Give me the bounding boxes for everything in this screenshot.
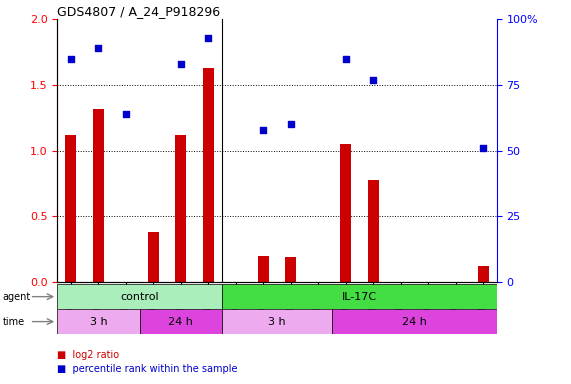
Text: ■  log2 ratio: ■ log2 ratio <box>57 350 119 360</box>
Point <box>121 111 130 117</box>
Bar <box>203 68 214 282</box>
Point <box>259 127 268 133</box>
Bar <box>139 309 222 334</box>
Bar <box>340 144 351 282</box>
Bar <box>368 180 379 282</box>
Text: agent: agent <box>3 291 31 302</box>
Point <box>204 35 213 41</box>
Point <box>66 56 75 62</box>
Text: 3 h: 3 h <box>268 316 286 327</box>
Bar <box>285 257 296 282</box>
Point <box>94 45 103 51</box>
Bar <box>57 309 139 334</box>
Point <box>176 61 186 67</box>
Text: IL-17C: IL-17C <box>342 291 377 302</box>
Bar <box>57 284 222 309</box>
Bar <box>477 266 489 282</box>
Bar <box>93 109 104 282</box>
Text: time: time <box>3 316 25 327</box>
Text: 3 h: 3 h <box>90 316 107 327</box>
Point <box>478 145 488 151</box>
Text: ■  percentile rank within the sample: ■ percentile rank within the sample <box>57 364 238 374</box>
Text: 24 h: 24 h <box>168 316 193 327</box>
Point <box>368 77 377 83</box>
Bar <box>222 309 332 334</box>
Bar <box>222 284 497 309</box>
Bar <box>148 232 159 282</box>
Bar <box>332 309 497 334</box>
Text: 24 h: 24 h <box>402 316 427 327</box>
Point <box>286 121 295 127</box>
Bar <box>258 256 269 282</box>
Text: control: control <box>120 291 159 302</box>
Bar <box>65 135 77 282</box>
Bar <box>175 135 186 282</box>
Text: GDS4807 / A_24_P918296: GDS4807 / A_24_P918296 <box>57 5 220 18</box>
Point <box>341 56 350 62</box>
